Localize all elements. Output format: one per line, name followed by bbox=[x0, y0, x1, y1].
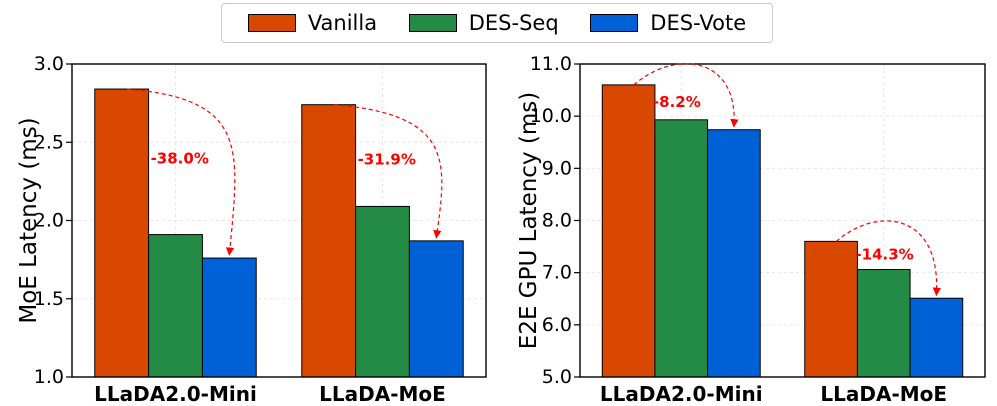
bar-des-seq-2 bbox=[355, 205, 410, 378]
annotation-label: -31.9% bbox=[358, 151, 416, 169]
bar-des-vote-2 bbox=[408, 240, 464, 378]
bar-des-vote-2 bbox=[909, 297, 964, 378]
x-tick-label: LLaDA-MoE bbox=[820, 382, 947, 406]
plot-frame bbox=[579, 63, 986, 378]
legend-item-vanilla: Vanilla bbox=[247, 11, 378, 35]
legend-swatch-des-seq bbox=[408, 14, 457, 32]
y-tick-label: 5.0 bbox=[542, 366, 572, 388]
bar-des-seq-1 bbox=[148, 234, 203, 378]
annotation-arrow bbox=[835, 220, 942, 297]
bar-des-seq-1 bbox=[654, 119, 709, 378]
annotation-arrow bbox=[633, 63, 739, 128]
x-tick-label: LLaDA2.0-Mini bbox=[600, 382, 763, 406]
legend-item-des-vote: DES-Vote bbox=[590, 11, 746, 35]
y-axis-title: E2E GPU Latency (ms) bbox=[516, 92, 542, 349]
bar-vanilla-1 bbox=[601, 84, 656, 378]
y-tick-label: 10.0 bbox=[530, 105, 572, 127]
y-tick-label: 3.0 bbox=[34, 53, 64, 75]
bar-vanilla-2 bbox=[804, 240, 858, 378]
chart-panel-2: 5.0 6.0 7.0 8.0 9.0 10.0 11.0 LLaDA2.0-Mini LLaD… bbox=[516, 53, 986, 406]
bar-des-vote-1 bbox=[201, 257, 257, 378]
annotation-arrow bbox=[127, 88, 236, 256]
legend-swatch-des-vote bbox=[590, 14, 639, 32]
bar-des-vote-1 bbox=[707, 129, 761, 378]
annotation-arrow bbox=[334, 104, 443, 239]
y-tick-label: 7.0 bbox=[542, 262, 572, 284]
legend-label-des-seq: DES-Seq bbox=[468, 11, 559, 35]
legend: Vanilla DES-Seq DES-Vote bbox=[221, 3, 773, 43]
annotation-label: -8.2% bbox=[653, 93, 701, 111]
legend-item-des-seq: DES-Seq bbox=[408, 11, 559, 35]
plot-frame bbox=[71, 63, 487, 378]
x-tick-label: LLaDA2.0-Mini bbox=[94, 382, 257, 406]
legend-label-vanilla: Vanilla bbox=[307, 11, 378, 35]
y-tick-label: 2.5 bbox=[34, 131, 64, 153]
y-axis-title: MoE Latency (ms) bbox=[16, 117, 42, 323]
bar-vanilla-2 bbox=[301, 104, 357, 378]
bar-des-seq-2 bbox=[856, 269, 911, 378]
bar-vanilla-1 bbox=[94, 88, 150, 378]
y-tick-label: 8.0 bbox=[542, 210, 572, 232]
legend-swatch-vanilla bbox=[247, 14, 296, 32]
y-tick-label: 9.0 bbox=[542, 157, 572, 179]
y-tick-label: 2.0 bbox=[34, 210, 64, 232]
y-tick-label: 11.0 bbox=[530, 53, 572, 75]
legend-label-des-vote: DES-Vote bbox=[650, 11, 747, 35]
y-tick-label: 1.0 bbox=[34, 366, 64, 388]
chart-panel-1: 1.0 1.5 2.0 2.5 3.0 LLaDA2.0-Mini LLaDA-MoE MoE… bbox=[16, 53, 487, 406]
y-tick-label: 6.0 bbox=[542, 314, 572, 336]
annotation-label: -38.0% bbox=[151, 150, 209, 168]
y-tick-label: 1.5 bbox=[34, 288, 64, 310]
x-tick-label: LLaDA-MoE bbox=[319, 382, 446, 406]
annotation-label: -14.3% bbox=[855, 245, 913, 263]
